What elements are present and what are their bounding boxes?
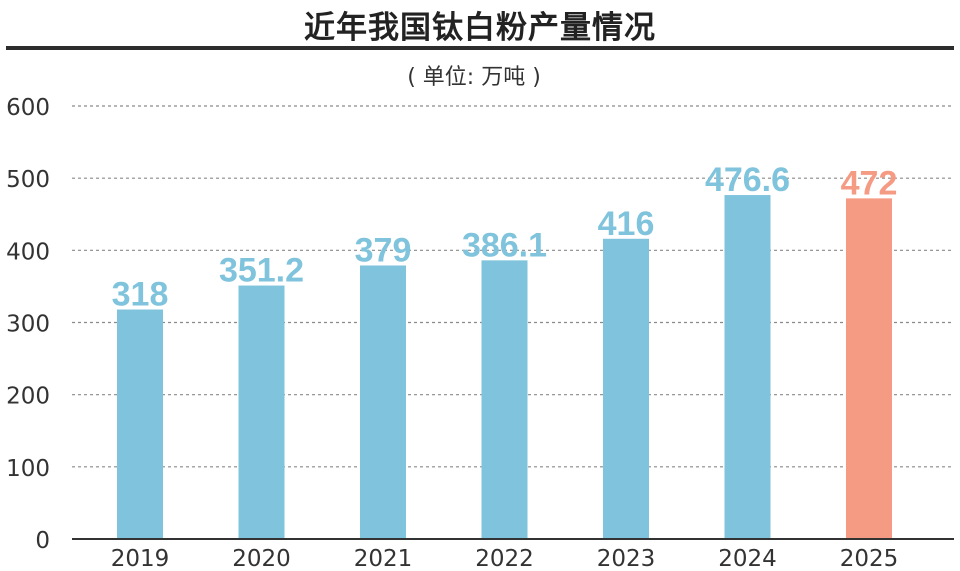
y-tick-label: 200 <box>6 384 50 410</box>
y-tick-label: 600 <box>6 95 50 121</box>
bar-2023 <box>603 238 649 539</box>
bar-2024 <box>724 195 771 540</box>
x-tick-label: 2024 <box>718 546 777 571</box>
y-tick-label: 400 <box>6 239 50 265</box>
x-tick-label: 2019 <box>111 546 170 571</box>
value-label: 416 <box>598 205 655 243</box>
x-tick-label: 2020 <box>232 546 291 571</box>
title-rule <box>6 46 954 50</box>
value-label: 476.6 <box>705 161 790 199</box>
y-tick-label: 0 <box>35 528 50 554</box>
bar-2019 <box>117 309 163 539</box>
bar-2021 <box>360 265 406 539</box>
value-label: 386.1 <box>462 226 547 264</box>
y-tick-label: 500 <box>6 167 50 193</box>
bar-2025 <box>846 198 892 539</box>
y-tick-label: 100 <box>6 456 50 482</box>
bar-2020 <box>238 285 285 539</box>
x-tick-label: 2025 <box>840 546 899 571</box>
unit-label: ( 单位: 万吨 ) <box>407 65 541 90</box>
x-tick-label: 2023 <box>597 546 656 571</box>
bar-2022 <box>481 260 528 539</box>
value-label: 472 <box>841 164 898 202</box>
chart-title: 近年我国钛白粉产量情况 <box>304 10 656 46</box>
x-tick-label: 2021 <box>354 546 413 571</box>
x-tick-label: 2022 <box>475 546 534 571</box>
y-tick-label: 300 <box>6 312 50 338</box>
value-label: 351.2 <box>219 252 304 290</box>
value-label: 379 <box>355 231 412 269</box>
value-label: 318 <box>112 276 169 314</box>
